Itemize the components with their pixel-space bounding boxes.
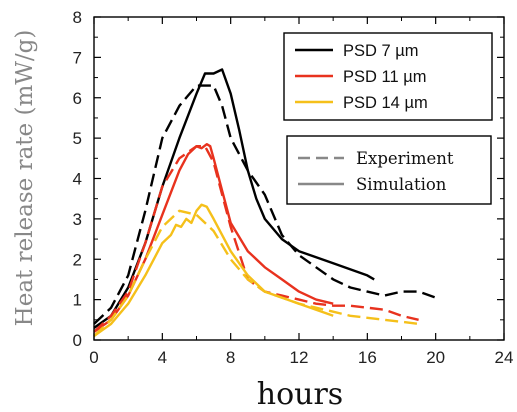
legend-style-label: Simulation xyxy=(356,175,447,194)
y-tick-label: 8 xyxy=(73,8,82,27)
y-tick-label: 6 xyxy=(73,89,82,108)
legends: PSD 7 µm PSD 11 µm PSD 14 µm Experiment Simu… xyxy=(283,32,493,205)
y-tick-label: 5 xyxy=(73,129,82,148)
series-line-psd14-experiment xyxy=(93,209,419,337)
x-tick-label: 4 xyxy=(158,348,167,367)
x-tick-label: 16 xyxy=(358,348,377,367)
y-tick-label: 3 xyxy=(73,210,82,229)
x-tick-label: 12 xyxy=(290,348,309,367)
legend-psd-label: PSD 14 µm xyxy=(343,94,428,112)
legend-psd-label: PSD 7 µm xyxy=(343,42,419,60)
y-tick-label: 7 xyxy=(73,48,82,67)
x-tick-label: 8 xyxy=(226,348,235,367)
legend-psd-label: PSD 11 µm xyxy=(343,68,426,86)
x-tick-label: 0 xyxy=(89,348,98,367)
series-line-psd7-experiment xyxy=(93,84,437,325)
legend-style-box xyxy=(286,135,492,205)
legend-style-label: Experiment xyxy=(356,149,454,168)
y-tick-label: 0 xyxy=(73,331,82,350)
x-tick-label: 24 xyxy=(495,348,514,367)
plot-area xyxy=(93,68,437,337)
y-axis-label: Heat release rate (mW/g) xyxy=(12,30,38,327)
y-tick-label: 2 xyxy=(73,250,82,269)
series-line-psd14-simulation xyxy=(93,203,334,337)
y-tick-label: 4 xyxy=(73,170,82,189)
y-tick-label: 1 xyxy=(73,291,82,310)
x-tick-label: 20 xyxy=(426,348,445,367)
x-axis-label: hours xyxy=(257,377,343,412)
